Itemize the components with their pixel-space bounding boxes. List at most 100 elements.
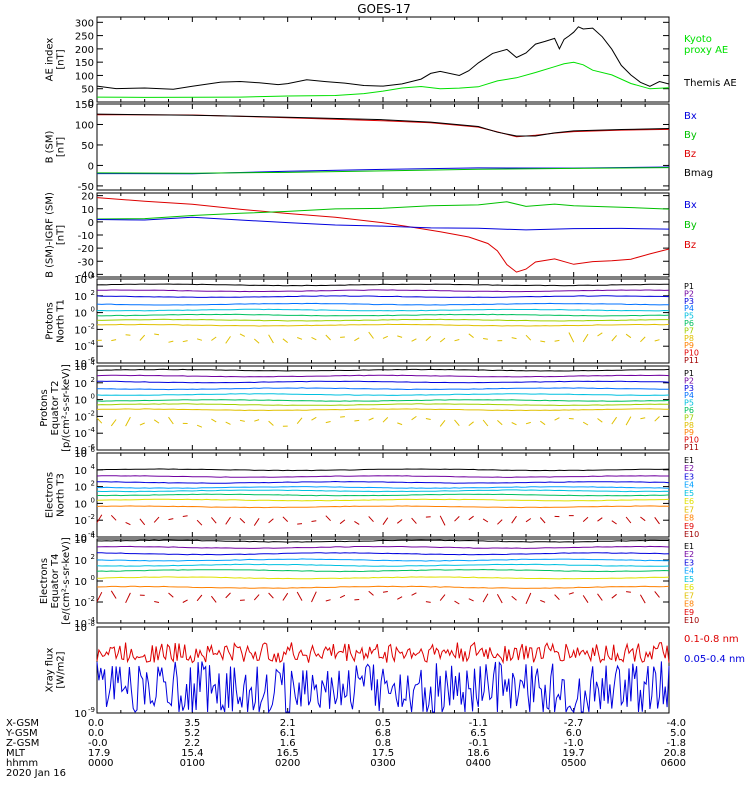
legend-entry: P11 (684, 356, 699, 365)
y-tick-label: 300 (75, 18, 94, 29)
y-axis-label: North T3 (56, 473, 67, 517)
legend-entry: Bx (684, 111, 697, 122)
y-axis-label: Xray flux (45, 648, 56, 693)
y-tick-exponent: -2 (88, 595, 95, 603)
orbit-row-value: 0.0 (88, 728, 104, 739)
legend-entry: E7 (684, 505, 694, 514)
y-tick-label: 100 (75, 120, 94, 131)
y-tick-label: 10 (74, 556, 87, 567)
orbit-row-value: 17.9 (88, 748, 110, 759)
y-tick-label: 10 (74, 535, 87, 546)
orbit-row-value: -4.0 (666, 718, 686, 729)
y-tick-label: 10 (74, 466, 87, 477)
y-tick-exponent: 2 (91, 289, 95, 297)
y-tick-label: 200 (75, 45, 94, 56)
legend-entry: P1 (684, 369, 694, 378)
flux-channel-line (97, 380, 670, 384)
y-tick-label: 10 (74, 623, 87, 634)
flux-channel-line (96, 475, 669, 478)
y-tick-label: 20 (81, 192, 94, 203)
legend-entry: P5 (684, 312, 694, 321)
y-tick-exponent: 2 (91, 480, 95, 488)
orbit-row-label: Y-GSM (5, 728, 38, 739)
flux-channel-line (97, 552, 670, 556)
flux-channel-line (96, 318, 669, 322)
y-axis-label: Equator T2 (50, 381, 61, 436)
y-tick-label: 10 (74, 292, 87, 303)
y-tick-exponent: 4 (91, 359, 96, 367)
y-tick-label: 150 (75, 100, 94, 111)
legend-entry: P3 (684, 297, 694, 306)
y-axis-label: Electrons (39, 558, 50, 604)
legend-entry: proxy AE (684, 45, 728, 56)
flux-channel-line (96, 558, 670, 562)
orbit-row-value: 16.5 (277, 748, 299, 759)
series-themis-ae (96, 26, 670, 90)
legend-entry: E2 (684, 464, 694, 473)
y-axis-label: [nT] (56, 225, 67, 245)
series-xray-0-05-0-4-nm (96, 661, 670, 714)
y-tick-exponent: -6 (88, 443, 96, 451)
y-axis-label: Protons (45, 302, 56, 339)
flux-channel-line (97, 368, 670, 372)
orbit-row-value: 0500 (561, 758, 586, 769)
y-tick-label: 10 (74, 709, 87, 720)
legend-entry: 0.1-0.8 nm (684, 634, 739, 645)
orbit-row-value: -1.1 (469, 718, 489, 729)
orbit-row-value: 15.4 (181, 748, 203, 759)
orbit-row-value: -1.0 (564, 738, 584, 749)
y-axis-label: AE index (45, 38, 56, 82)
series-bx (96, 216, 670, 231)
y-axis-label: B (SM) (45, 130, 56, 163)
orbit-row-value: 1.6 (280, 738, 296, 749)
y-tick-label: 150 (75, 58, 94, 69)
legend-entry: E9 (684, 608, 694, 617)
flux-channel-line (96, 393, 670, 396)
flux-channel-line (96, 283, 670, 287)
flux-channel-line (96, 403, 669, 407)
flux-channel-line (96, 498, 670, 502)
legend-entry: P6 (684, 319, 694, 328)
series-kyoto-proxy-ae (96, 61, 670, 98)
y-tick-label: 50 (81, 85, 94, 96)
y-tick-label: 0 (88, 98, 94, 109)
orbit-row-value: 0100 (180, 758, 205, 769)
flux-channel-line (96, 563, 670, 567)
y-tick-label: 10 (74, 275, 87, 286)
orbit-row-value: -2.7 (564, 718, 584, 729)
y-axis-label: North T1 (56, 299, 67, 343)
legend-entry: P6 (684, 406, 694, 415)
legend-entry: Bx (684, 200, 697, 211)
flux-channel-line (96, 374, 670, 378)
legend-entry: P3 (684, 384, 694, 393)
y-tick-exponent: 2 (91, 376, 95, 384)
orbit-row-value: -0.1 (469, 738, 489, 749)
legend-entry: P1 (684, 282, 694, 291)
legend-entry: Bz (684, 149, 696, 160)
legend-entry: E3 (684, 472, 694, 481)
flux-channel-line (97, 591, 669, 604)
legend-entry: E6 (684, 497, 694, 506)
legend-entry: P2 (684, 289, 694, 298)
chart-title: GOES-17 (357, 2, 411, 16)
legend-entry: E1 (684, 456, 694, 465)
orbit-row-value: 5.0 (670, 728, 686, 739)
legend-entry: P9 (684, 428, 694, 437)
panel-frame (96, 538, 670, 624)
y-tick-exponent: -9 (88, 706, 95, 714)
y-tick-label: 10 (74, 598, 87, 609)
y-tick-label: 10 (74, 396, 87, 407)
orbit-row-label: Z-GSM (6, 738, 39, 749)
series-by (96, 167, 670, 174)
panel-bdiff: -40 -30 -20 -10 0 10 20 B (SM)-IGRF (SM) [nT] Bx B… (45, 192, 697, 282)
legend-entry: E1 (684, 542, 694, 551)
legend-entry: E5 (684, 575, 694, 584)
orbit-row-value: -1.8 (666, 738, 686, 749)
flux-channel-line (97, 515, 669, 526)
y-tick-label: 10 (74, 412, 87, 423)
y-tick-label: 10 (74, 309, 87, 320)
legend-entry: 0.05-0.4 nm (684, 654, 745, 665)
